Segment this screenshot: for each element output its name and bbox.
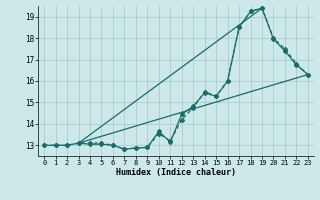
X-axis label: Humidex (Indice chaleur): Humidex (Indice chaleur)	[116, 168, 236, 177]
